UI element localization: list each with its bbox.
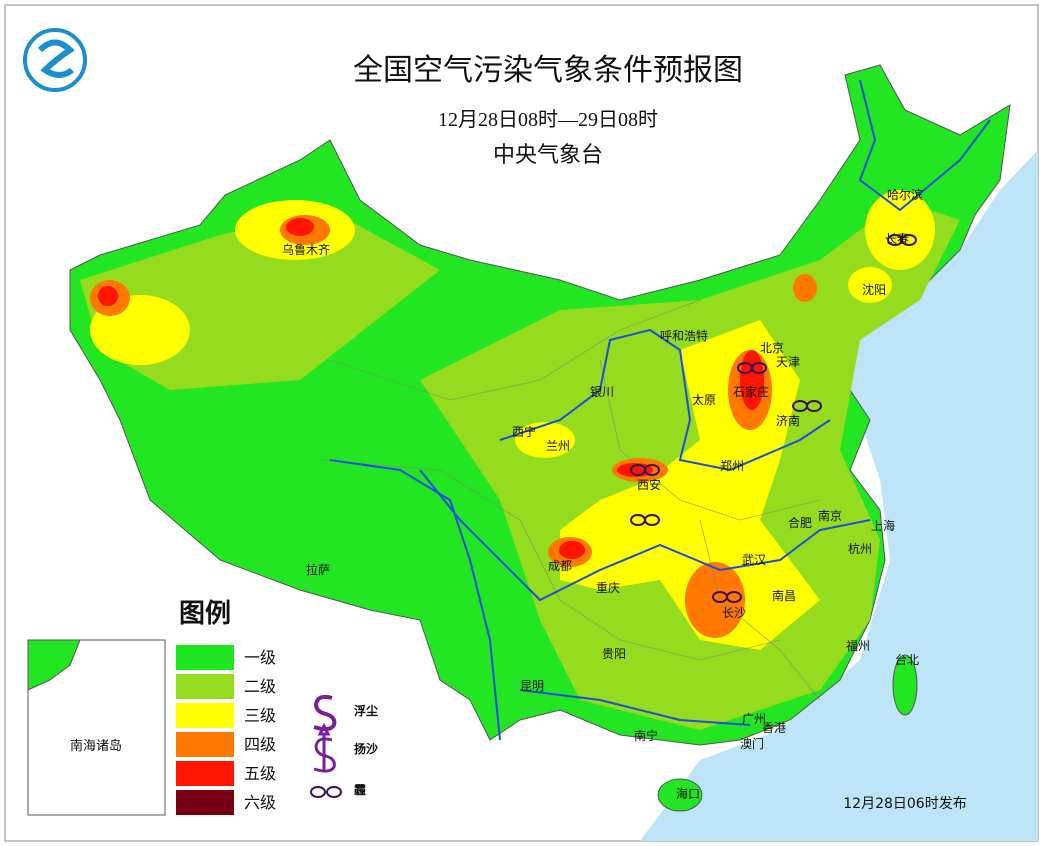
haze-icon [326, 786, 342, 798]
footer: 12月28日06时发布 [843, 796, 966, 812]
city-label: 石家庄 [733, 384, 769, 399]
hainan [657, 778, 703, 812]
city-label: 长春 [885, 232, 909, 246]
city-label: 台北 [895, 652, 919, 667]
city-label: 郑州 [720, 458, 744, 473]
city-label: 澳门 [740, 736, 764, 751]
city-label: 西安 [637, 477, 661, 492]
legend-label: 六级 [244, 793, 276, 812]
legend-swatch [176, 645, 234, 670]
city-label: 银川 [590, 385, 614, 399]
city-label: 香港 [762, 721, 786, 735]
title: 全国空气污染气象条件预报图 [353, 53, 743, 88]
city-label: 上海 [871, 518, 895, 533]
city-label: 重庆 [596, 581, 620, 595]
city-label: 海口 [676, 786, 700, 801]
inset-label: 南海诸岛 [70, 738, 122, 754]
city-label: 成都 [548, 559, 572, 573]
city-label: 南宁 [634, 728, 658, 743]
inset-coast [27, 639, 81, 691]
sand-icon [313, 722, 336, 773]
city-label: 哈尔滨 [887, 187, 923, 202]
dust-icon [313, 694, 337, 732]
city-label: 兰州 [546, 439, 570, 453]
city-label: 南昌 [772, 588, 796, 603]
haze-icon [310, 786, 326, 798]
legend-title: 图例 [179, 599, 231, 629]
taiwan [892, 654, 918, 716]
city-label: 呼和浩特 [660, 328, 708, 343]
legend-swatch [176, 703, 234, 728]
logo [23, 28, 87, 92]
issuer: 中央气象台 [493, 143, 603, 168]
city-label: 广州 [742, 712, 766, 726]
city-label: 南京 [818, 508, 842, 523]
city-label: 贵阳 [602, 647, 626, 661]
legend-swatch [176, 761, 234, 786]
city-label: 福州 [846, 638, 870, 653]
city-label: 沈阳 [862, 282, 886, 297]
city-label: 武汉 [742, 553, 766, 567]
haze-markers [630, 234, 917, 603]
inset: 南海诸岛 [27, 639, 166, 816]
city-label: 天津 [776, 355, 800, 369]
level-5-zones [98, 218, 764, 559]
legend-swatch [176, 790, 234, 815]
city-labels: 乌鲁木齐 哈尔滨 长春 沈阳 呼和浩特 北京 天津 银川 太原 石家庄 济南 西… [282, 187, 923, 801]
city-label: 西宁 [512, 424, 536, 439]
legend-label: 三级 [244, 706, 276, 725]
legend-swatch [176, 732, 234, 757]
sea [640, 150, 1038, 841]
rivers [329, 79, 991, 741]
legend-label: 四级 [244, 735, 276, 754]
symbol-legend: 浮尘 扬沙 霾 [310, 694, 378, 798]
city-label: 长沙 [722, 606, 746, 620]
province-borders [319, 299, 821, 701]
symbol-label: 扬沙 [354, 741, 378, 756]
legend-swatch [176, 674, 234, 699]
legend-label: 一级 [244, 648, 276, 667]
legend-label: 五级 [244, 764, 276, 783]
city-label: 拉萨 [306, 562, 330, 577]
city-label: 北京 [760, 341, 784, 355]
symbol-label: 霾 [354, 783, 366, 797]
city-label: 乌鲁木齐 [282, 242, 330, 257]
city-label: 济南 [776, 413, 800, 428]
symbol-label: 浮尘 [354, 703, 378, 718]
city-label: 合肥 [788, 515, 812, 530]
city-label: 昆明 [520, 679, 544, 693]
legend-label: 二级 [244, 677, 276, 696]
period: 12月28日08时—29日08时 [438, 108, 658, 131]
city-label: 杭州 [848, 541, 872, 556]
city-label: 太原 [692, 392, 716, 407]
